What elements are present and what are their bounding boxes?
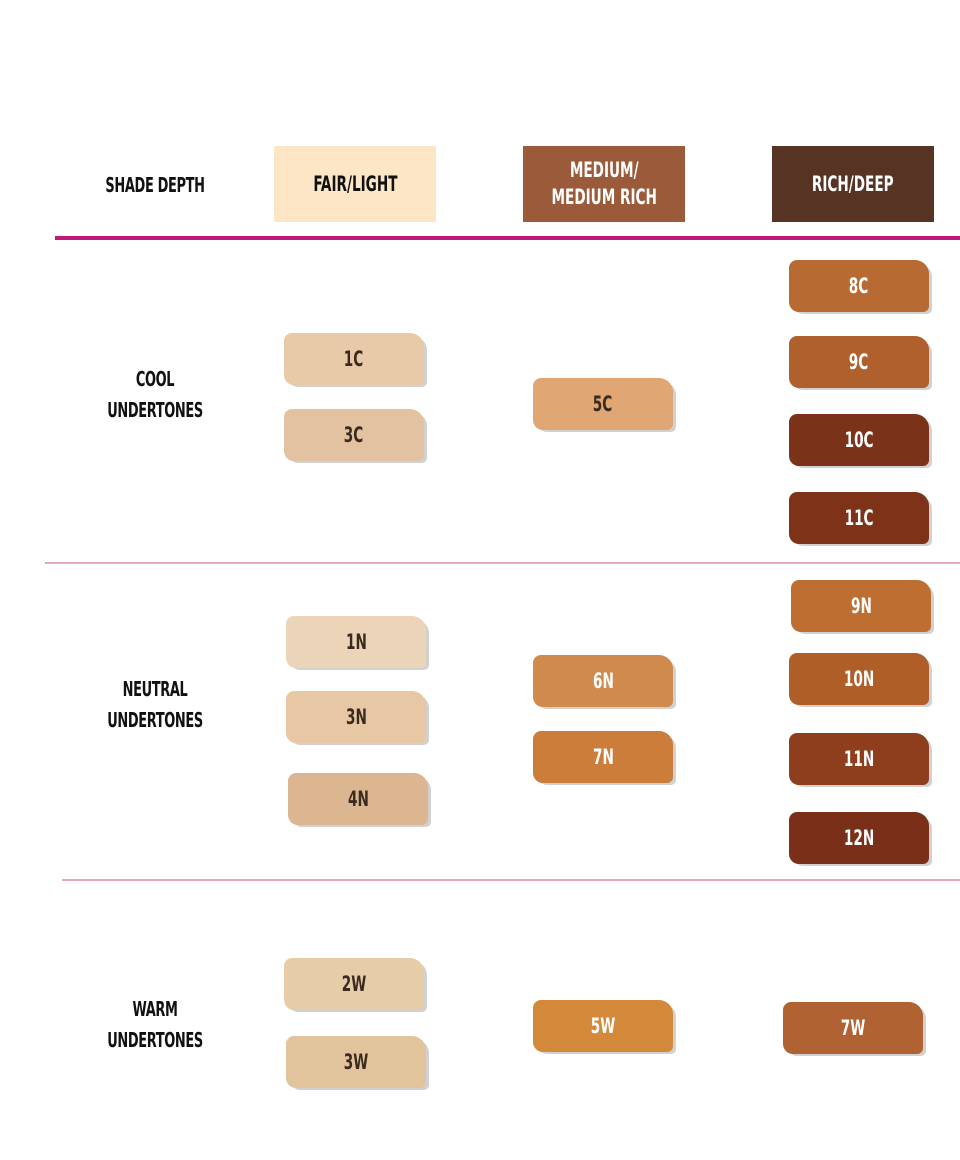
shade-name: 5C (593, 392, 613, 416)
shade-swatch-9n: 9N (791, 580, 931, 632)
shade-swatch-2w: 2W (284, 958, 424, 1010)
column-header-label: MEDIUM/ MEDIUM RICH (551, 158, 657, 209)
shade-name: 1C (344, 347, 364, 371)
shade-swatch-8c: 8C (789, 260, 929, 312)
shade-swatch-1n: 1N (286, 616, 426, 668)
shade-swatch-7n: 7N (533, 731, 673, 783)
column-header-label: RICH/DEEP (812, 171, 894, 196)
shade-swatch-6n: 6N (533, 655, 673, 707)
shade-name: 3N (345, 705, 367, 729)
shade-name: 12N (843, 826, 875, 850)
shade-swatch-11c: 11C (789, 492, 929, 544)
shade-name: 8C (849, 274, 869, 298)
divider (45, 562, 960, 564)
shade-name: 3W (343, 1050, 369, 1074)
divider (62, 879, 960, 881)
shade-swatch-3c: 3C (284, 409, 424, 461)
column-header-0: FAIR/LIGHT (274, 146, 436, 222)
shade-swatch-7w: 7W (783, 1002, 923, 1054)
shade-name: 5W (590, 1014, 616, 1038)
row-label: NEUTRAL UNDERTONES (107, 677, 203, 732)
shade-name: 7N (592, 745, 614, 769)
shade-name: 11C (844, 506, 874, 530)
shade-swatch-12n: 12N (789, 812, 929, 864)
shade-swatch-11n: 11N (789, 733, 929, 785)
shade-swatch-4n: 4N (288, 773, 428, 825)
shade-swatch-10c: 10C (789, 414, 929, 466)
shade-swatch-3n: 3N (286, 691, 426, 743)
row-label: COOL UNDERTONES (107, 367, 203, 422)
shade-name: 11N (843, 747, 875, 771)
column-header-label: FAIR/LIGHT (312, 171, 398, 196)
shade-name: 10N (843, 667, 875, 691)
shade-depth-label: SHADE DEPTH (105, 173, 205, 197)
shade-swatch-3w: 3W (286, 1036, 426, 1088)
shade-swatch-5w: 5W (533, 1000, 673, 1052)
shade-name: 10C (844, 428, 874, 452)
shade-name: 9N (850, 594, 872, 618)
shade-name: 4N (347, 787, 369, 811)
shade-name: 1N (345, 630, 367, 654)
shade-name: 2W (341, 972, 367, 996)
column-header-1: MEDIUM/ MEDIUM RICH (523, 146, 685, 222)
divider (55, 236, 960, 240)
shade-swatch-1c: 1C (284, 333, 424, 385)
column-header-2: RICH/DEEP (772, 146, 934, 222)
shade-swatch-9c: 9C (789, 336, 929, 388)
shade-name: 7W (840, 1016, 866, 1040)
shade-name: 6N (592, 669, 614, 693)
shade-swatch-5c: 5C (533, 378, 673, 430)
shade-name: 9C (849, 350, 869, 374)
row-label: WARM UNDERTONES (107, 997, 203, 1052)
shade-name: 3C (344, 423, 364, 447)
shade-swatch-10n: 10N (789, 653, 929, 705)
